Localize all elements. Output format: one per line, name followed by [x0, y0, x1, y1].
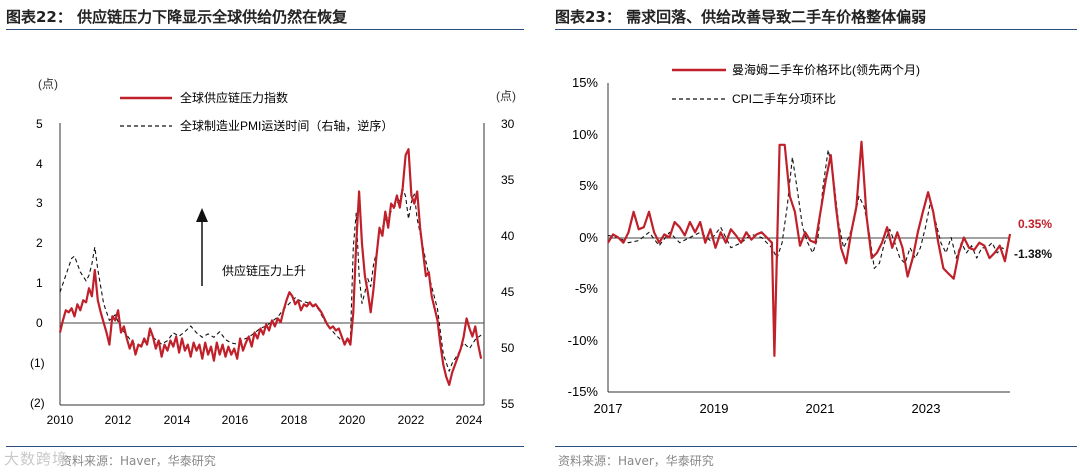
right-chart-y-tick: 0%	[579, 230, 598, 245]
left-chart: (点) (点) 5 4 3 2 1 0 (1) (2) 30 35 40 45 …	[30, 77, 516, 427]
legend-label: 全球供应链压力指数	[180, 90, 288, 105]
left-y-tick: 3	[36, 196, 43, 210]
left-series-group	[58, 148, 483, 386]
left-y-ticks: 5 4 3 2 1 0 (1) (2)	[30, 117, 45, 410]
left-source-note: 资料来源：Haver，华泰研究	[60, 454, 216, 468]
right-chart-y-tick: -5%	[575, 281, 599, 296]
left-y-tick: (2)	[30, 396, 45, 410]
left-x-tick: 2016	[222, 413, 249, 427]
right-chart-x-tick: 2023	[912, 401, 941, 416]
left-y-tick: 0	[36, 316, 43, 330]
left-x-tick: 2020	[339, 413, 366, 427]
right-source-note: 资料来源：Haver，华泰研究	[558, 454, 714, 468]
left-y-tick: 2	[36, 236, 43, 250]
cpi-used-car-line	[607, 149, 1008, 269]
left-figure-title: 图表22： 供应链压力下降显示全球供给仍然在恢复	[6, 8, 348, 26]
left-legend: 全球供应链压力指数 全球制造业PMI运送时间（右轴，逆序）	[120, 90, 393, 133]
left-foot-rule	[6, 446, 524, 447]
left-x-ticks: 2010 2012 2014 2016 2018 2020 2022 2024	[47, 413, 483, 427]
legend-label: CPI二手车分项环比	[732, 91, 836, 106]
right-title-rule	[555, 29, 1077, 30]
annotation-label: 供应链压力上升	[222, 263, 306, 278]
arrow-up-icon	[196, 208, 208, 222]
legend-label: 全球制造业PMI运送时间（右轴，逆序）	[180, 118, 393, 133]
right-chart-y-tick: -10%	[568, 333, 599, 348]
right-chart-x-tick: 2017	[594, 401, 623, 416]
left-x-tick: 2014	[164, 413, 191, 427]
right-chart-y-tick: 15%	[572, 75, 598, 90]
right-y-tick: 35	[501, 173, 515, 187]
supply-pressure-line	[58, 148, 483, 386]
right-y-tick: 30	[501, 117, 515, 131]
right-chart-x-tick: 2019	[700, 401, 729, 416]
left-x-tick: 2010	[47, 413, 74, 427]
watermark: 大数跨境	[4, 450, 69, 468]
left-y-tick: (1)	[30, 356, 45, 370]
left-x-tick: 2012	[105, 413, 132, 427]
right-chart-y-tick: -15%	[568, 384, 599, 399]
right-y-tick: 55	[501, 397, 515, 411]
left-x-tick: 2018	[281, 413, 308, 427]
left-y-tick: 4	[36, 157, 43, 171]
right-y-tick: 45	[501, 285, 515, 299]
right-foot-rule	[555, 446, 1077, 447]
pmi-delivery-line	[59, 187, 482, 372]
left-x-tick: 2022	[398, 413, 425, 427]
right-figure-title: 图表23： 需求回落、供给改善导致二手车价格整体偏弱	[555, 8, 927, 26]
end-label-red: 0.35%	[1018, 217, 1052, 231]
left-title-rule	[6, 29, 524, 30]
left-y-ticks-right: 30 35 40 45 50 55	[501, 117, 515, 411]
right-chart-y-tick: 5%	[579, 178, 598, 193]
manheim-line	[607, 140, 1012, 357]
pressure-annotation: 供应链压力上升	[196, 208, 306, 286]
right-chart-y-ticks: 15% 10% 5% 0% -5% -10% -15%	[568, 75, 599, 399]
right-chart-x-tick: 2021	[806, 401, 835, 416]
right-chart: 15% 10% 5% 0% -5% -10% -15% 2017 2019 20…	[568, 62, 1053, 416]
left-axis-unit: (点)	[38, 77, 58, 91]
end-label-black: -1.38%	[1014, 247, 1052, 261]
right-legend: 曼海姆二手车价格环比(领先两个月) CPI二手车分项环比	[672, 62, 920, 106]
left-y-tick: 5	[36, 117, 43, 131]
left-x-tick: 2024	[456, 413, 483, 427]
right-y-tick: 50	[501, 341, 515, 355]
right-y-tick: 40	[501, 229, 515, 243]
right-chart-y-tick: 10%	[572, 127, 598, 142]
right-axis-unit: (点)	[496, 89, 516, 103]
right-series-group	[607, 140, 1012, 357]
right-chart-x-ticks: 2017 2019 2021 2023	[594, 401, 941, 416]
left-y-tick: 1	[36, 276, 43, 290]
legend-label: 曼海姆二手车价格环比(领先两个月)	[732, 62, 920, 77]
